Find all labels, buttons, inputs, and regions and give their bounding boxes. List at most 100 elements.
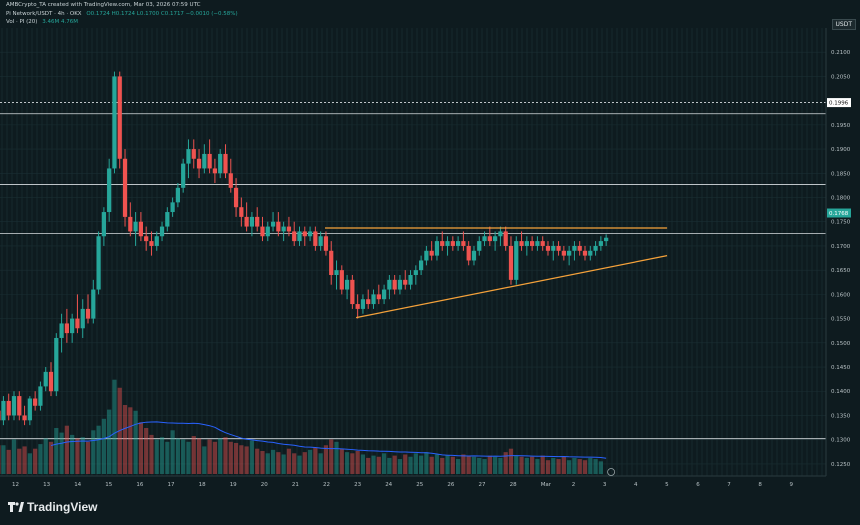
- candle-body: [577, 245, 582, 251]
- volume-bar: [91, 430, 96, 474]
- candle-body: [440, 241, 445, 246]
- volume-bar: [567, 460, 572, 474]
- volume-bar: [455, 459, 461, 474]
- candle-body: [149, 241, 154, 246]
- y-tick-label: 0.1500: [831, 341, 851, 347]
- volume-bar: [138, 422, 144, 474]
- volume-bar: [11, 439, 17, 474]
- level-price-badge: [827, 98, 851, 108]
- candle-body: [27, 398, 32, 421]
- volume-bar: [22, 446, 27, 474]
- candle-body: [212, 168, 218, 174]
- volume-bar: [244, 446, 249, 474]
- symbol-title: Pi Network/USDT · 4h · OKX: [6, 11, 82, 17]
- volume-bar: [154, 439, 159, 474]
- x-tick-label: 4: [634, 482, 638, 488]
- volume-bar: [170, 430, 175, 474]
- candle-body: [218, 153, 223, 174]
- volume-bar: [339, 448, 344, 474]
- candle-body: [159, 226, 165, 237]
- volume-bar: [376, 456, 381, 474]
- volume-bar: [281, 454, 286, 474]
- y-tick-label: 0.1550: [831, 317, 851, 323]
- y-tick-label: 0.1400: [831, 389, 851, 395]
- candle-body: [604, 237, 609, 242]
- candle-body: [181, 163, 186, 188]
- volume-bar: [540, 455, 545, 474]
- x-tick-label: 20: [261, 482, 268, 488]
- volume-bar: [413, 453, 418, 474]
- candle-body: [70, 318, 75, 334]
- x-tick-label: 21: [292, 482, 299, 488]
- y-tick-label: 0.1300: [831, 438, 851, 444]
- volume-bar: [503, 452, 508, 474]
- volume-bar: [519, 456, 524, 474]
- triangle-support-line: [355, 255, 668, 319]
- candle-body: [392, 279, 397, 290]
- x-tick-label: 26: [447, 482, 454, 488]
- volume-bar: [334, 441, 339, 474]
- candle-body: [360, 299, 366, 309]
- candle-body: [413, 270, 418, 276]
- candle-body: [96, 236, 101, 290]
- candle-body: [207, 153, 212, 169]
- candle-body: [191, 149, 196, 159]
- volume-bar: [524, 457, 529, 474]
- candle-body: [514, 241, 519, 280]
- volume-bar: [27, 453, 32, 474]
- candle-body: [276, 221, 281, 232]
- candle-body: [376, 294, 381, 300]
- y-tick-label: 0.1700: [831, 244, 851, 250]
- candle-body: [233, 187, 239, 208]
- volume-bar: [572, 457, 577, 474]
- volume-bar: [371, 455, 376, 474]
- volume-bar: [175, 438, 181, 474]
- volume-bar: [313, 447, 318, 474]
- candle-body: [175, 187, 181, 203]
- volume-bar: [471, 456, 477, 474]
- candle-body: [508, 245, 514, 280]
- chart-credit: AMBCrypto_TA created with TradingView.co…: [6, 2, 201, 8]
- volume-bar: [159, 437, 165, 474]
- volume-bar: [196, 438, 202, 474]
- candle-body: [503, 231, 508, 246]
- candle-body: [239, 207, 244, 217]
- candle-body: [334, 270, 339, 276]
- y-tick-label: 0.2050: [831, 74, 851, 80]
- candle-body: [154, 236, 159, 246]
- y-tick-label: 0.1900: [831, 147, 851, 153]
- volume-bar: [218, 438, 223, 474]
- volume-bar: [344, 452, 350, 474]
- candle-body: [33, 398, 38, 406]
- candle-body: [434, 241, 440, 256]
- volume-bar: [186, 441, 191, 474]
- y-tick-label: 0.1450: [831, 365, 851, 371]
- candle-body: [101, 212, 106, 237]
- x-tick-label: 13: [43, 482, 50, 488]
- volume-bar: [6, 449, 11, 474]
- volume-bar: [233, 442, 239, 474]
- volume-bar: [165, 441, 170, 474]
- volume-bar: [424, 452, 429, 474]
- candle-body: [561, 250, 566, 256]
- candle-body: [572, 245, 577, 251]
- x-tick-label: 17: [168, 482, 175, 488]
- volume-bar: [249, 440, 255, 474]
- candle-body: [107, 168, 112, 213]
- volume-bar: [43, 438, 48, 474]
- tradingview-logo-icon: [8, 502, 24, 512]
- currency-badge[interactable]: USDT: [831, 19, 856, 30]
- candle-body: [387, 279, 392, 290]
- candle-body: [424, 250, 429, 261]
- candle-body: [202, 153, 207, 169]
- volume-bar: [191, 436, 196, 474]
- x-tick-label: 27: [479, 482, 486, 488]
- x-tick-label: 9: [790, 482, 794, 488]
- volume-bar: [149, 434, 154, 474]
- candle-body: [297, 231, 302, 242]
- candle-body: [11, 396, 17, 416]
- candle-body: [260, 226, 265, 237]
- volume-bar: [202, 446, 207, 474]
- candle-body: [450, 241, 455, 246]
